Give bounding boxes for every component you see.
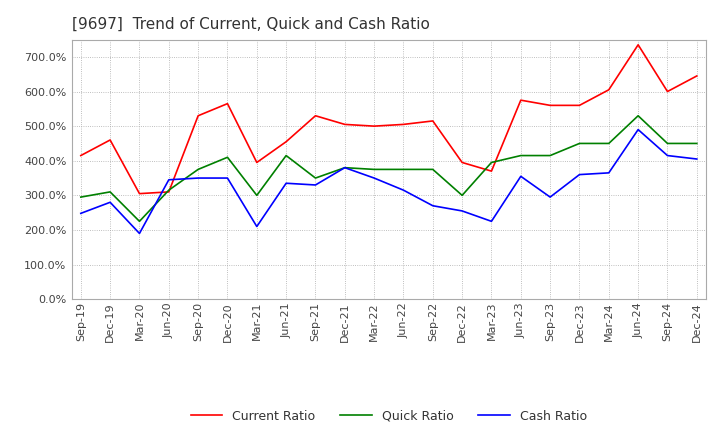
Current Ratio	[106, 137, 114, 143]
Cash Ratio	[341, 165, 349, 170]
Quick Ratio	[282, 153, 290, 158]
Quick Ratio	[516, 153, 525, 158]
Cash Ratio	[135, 231, 144, 236]
Cash Ratio	[399, 187, 408, 193]
Quick Ratio	[458, 193, 467, 198]
Cash Ratio	[546, 194, 554, 200]
Cash Ratio	[311, 182, 320, 187]
Quick Ratio	[634, 113, 642, 118]
Cash Ratio	[194, 176, 202, 181]
Current Ratio	[253, 160, 261, 165]
Current Ratio	[282, 139, 290, 144]
Cash Ratio	[253, 224, 261, 229]
Cash Ratio	[634, 127, 642, 132]
Quick Ratio	[76, 194, 85, 200]
Cash Ratio	[487, 219, 496, 224]
Line: Quick Ratio: Quick Ratio	[81, 116, 697, 221]
Quick Ratio	[194, 167, 202, 172]
Quick Ratio	[487, 160, 496, 165]
Current Ratio	[370, 124, 379, 129]
Cash Ratio	[106, 200, 114, 205]
Current Ratio	[223, 101, 232, 106]
Quick Ratio	[575, 141, 584, 146]
Current Ratio	[546, 103, 554, 108]
Current Ratio	[135, 191, 144, 196]
Current Ratio	[605, 87, 613, 92]
Cash Ratio	[458, 208, 467, 213]
Current Ratio	[428, 118, 437, 124]
Quick Ratio	[605, 141, 613, 146]
Quick Ratio	[135, 219, 144, 224]
Quick Ratio	[428, 167, 437, 172]
Cash Ratio	[693, 156, 701, 161]
Current Ratio	[458, 160, 467, 165]
Legend: Current Ratio, Quick Ratio, Cash Ratio: Current Ratio, Quick Ratio, Cash Ratio	[186, 405, 592, 428]
Quick Ratio	[693, 141, 701, 146]
Cash Ratio	[76, 211, 85, 216]
Cash Ratio	[516, 174, 525, 179]
Quick Ratio	[106, 189, 114, 194]
Text: [9697]  Trend of Current, Quick and Cash Ratio: [9697] Trend of Current, Quick and Cash …	[72, 16, 430, 32]
Cash Ratio	[605, 170, 613, 176]
Quick Ratio	[311, 176, 320, 181]
Current Ratio	[663, 89, 672, 94]
Current Ratio	[575, 103, 584, 108]
Current Ratio	[194, 113, 202, 118]
Quick Ratio	[223, 154, 232, 160]
Current Ratio	[693, 73, 701, 79]
Quick Ratio	[663, 141, 672, 146]
Cash Ratio	[575, 172, 584, 177]
Current Ratio	[76, 153, 85, 158]
Cash Ratio	[282, 180, 290, 186]
Current Ratio	[487, 169, 496, 174]
Quick Ratio	[341, 165, 349, 170]
Quick Ratio	[399, 167, 408, 172]
Quick Ratio	[370, 167, 379, 172]
Current Ratio	[399, 122, 408, 127]
Quick Ratio	[253, 193, 261, 198]
Cash Ratio	[223, 176, 232, 181]
Line: Cash Ratio: Cash Ratio	[81, 130, 697, 234]
Current Ratio	[341, 122, 349, 127]
Current Ratio	[516, 98, 525, 103]
Current Ratio	[164, 189, 173, 194]
Quick Ratio	[164, 187, 173, 193]
Line: Current Ratio: Current Ratio	[81, 45, 697, 194]
Cash Ratio	[370, 176, 379, 181]
Cash Ratio	[428, 203, 437, 209]
Cash Ratio	[164, 177, 173, 183]
Cash Ratio	[663, 153, 672, 158]
Current Ratio	[311, 113, 320, 118]
Quick Ratio	[546, 153, 554, 158]
Current Ratio	[634, 42, 642, 48]
